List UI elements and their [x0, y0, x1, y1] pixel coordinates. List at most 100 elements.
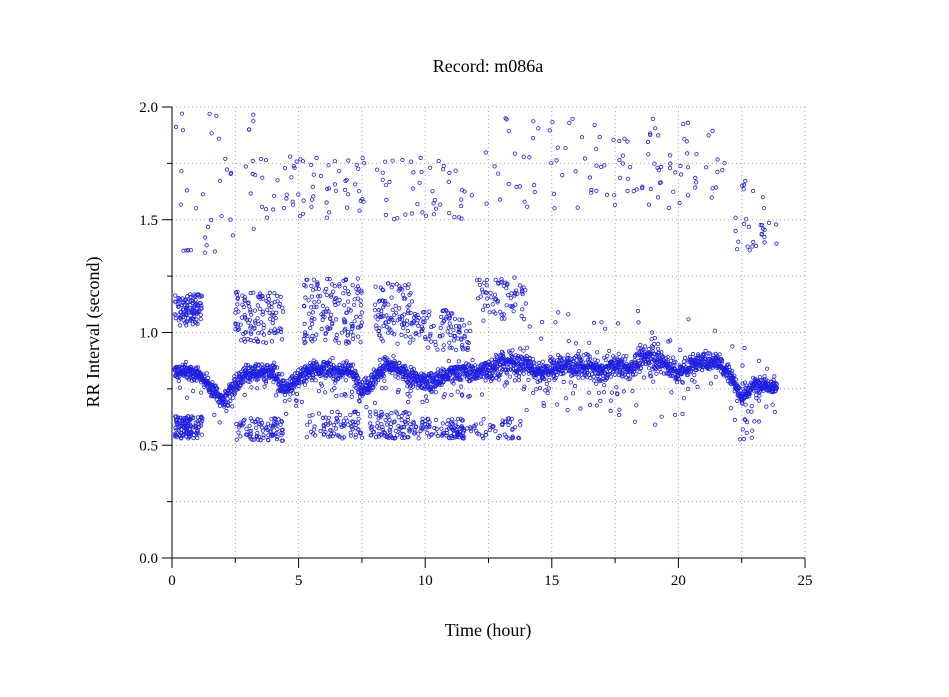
data-point [287, 397, 292, 402]
data-point [238, 420, 243, 425]
data-point [594, 381, 599, 386]
data-point [261, 322, 266, 327]
data-point [188, 248, 193, 253]
data-point [194, 378, 199, 383]
data-point [248, 307, 253, 312]
data-point [741, 436, 747, 442]
data-point [294, 398, 299, 403]
data-point [356, 334, 361, 339]
data-point [325, 276, 330, 282]
data-point [427, 420, 432, 425]
data-point [499, 316, 504, 321]
data-point [558, 360, 563, 365]
data-point [199, 432, 204, 437]
data-point [393, 435, 398, 440]
data-point [715, 169, 720, 174]
data-point [328, 312, 334, 317]
data-point [464, 329, 469, 334]
data-point [383, 183, 388, 188]
data-point [255, 417, 260, 422]
data-point [678, 163, 683, 169]
data-point [356, 286, 361, 292]
data-point [352, 297, 357, 302]
data-point [385, 281, 391, 286]
data-point [311, 427, 316, 432]
data-point [604, 192, 610, 197]
data-point [325, 370, 330, 376]
data-point [518, 423, 523, 428]
data-point [331, 422, 336, 427]
data-point [379, 385, 385, 391]
axes: 0 5 10 15 20 25 0.0 0.5 1.0 1.5 2.0 [139, 100, 812, 589]
data-point [284, 192, 289, 197]
data-point [602, 163, 607, 168]
data-point [483, 429, 489, 435]
data-point [690, 351, 696, 357]
data-point [401, 296, 406, 301]
data-point [397, 317, 402, 322]
data-point [405, 391, 410, 397]
data-point [421, 310, 426, 315]
data-point [331, 289, 336, 294]
data-point [467, 393, 472, 399]
data-point [490, 302, 495, 307]
data-point [386, 414, 391, 419]
data-point [329, 388, 335, 393]
data-point [275, 434, 280, 440]
data-point [356, 427, 361, 432]
data-point [337, 284, 342, 289]
data-point [509, 291, 514, 296]
data-point [367, 409, 373, 415]
data-point [184, 418, 189, 423]
data-point [258, 437, 263, 443]
data-point [346, 192, 351, 197]
data-point [241, 304, 246, 309]
data-point [376, 299, 381, 304]
data-point [563, 146, 568, 151]
data-point [337, 169, 342, 174]
data-point [759, 223, 765, 228]
data-point [260, 296, 265, 301]
data-point [504, 381, 510, 386]
data-point [219, 214, 224, 219]
data-point [363, 375, 368, 380]
data-point [338, 422, 343, 427]
data-point [530, 136, 536, 141]
data-point [287, 154, 293, 159]
data-point [416, 431, 421, 436]
data-point [586, 390, 592, 395]
data-point [353, 432, 358, 437]
data-point [598, 398, 603, 403]
data-point [504, 117, 509, 122]
data-point [327, 421, 332, 426]
data-point [343, 277, 348, 282]
data-point [217, 420, 222, 425]
data-point [353, 409, 358, 414]
data-point [728, 405, 734, 411]
data-point [427, 165, 433, 170]
data-point [512, 378, 518, 383]
data-point [484, 283, 489, 288]
data-point [685, 151, 690, 156]
data-point [327, 434, 333, 439]
data-point [429, 432, 434, 437]
data-point [400, 287, 405, 292]
data-point [646, 346, 651, 352]
data-point [446, 316, 452, 321]
data-point [599, 378, 604, 383]
data-point [508, 295, 513, 301]
data-point [334, 332, 339, 338]
data-point [565, 407, 570, 413]
data-point [563, 396, 569, 401]
data-point [614, 391, 620, 396]
data-point [547, 128, 552, 133]
y-tick-label: 2.0 [139, 100, 158, 116]
data-point [414, 424, 419, 429]
data-point [429, 324, 434, 330]
data-point [273, 432, 278, 437]
data-point [496, 377, 501, 382]
data-point [376, 307, 381, 313]
data-point [276, 304, 281, 309]
data-point [384, 197, 389, 202]
data-point [265, 421, 270, 426]
